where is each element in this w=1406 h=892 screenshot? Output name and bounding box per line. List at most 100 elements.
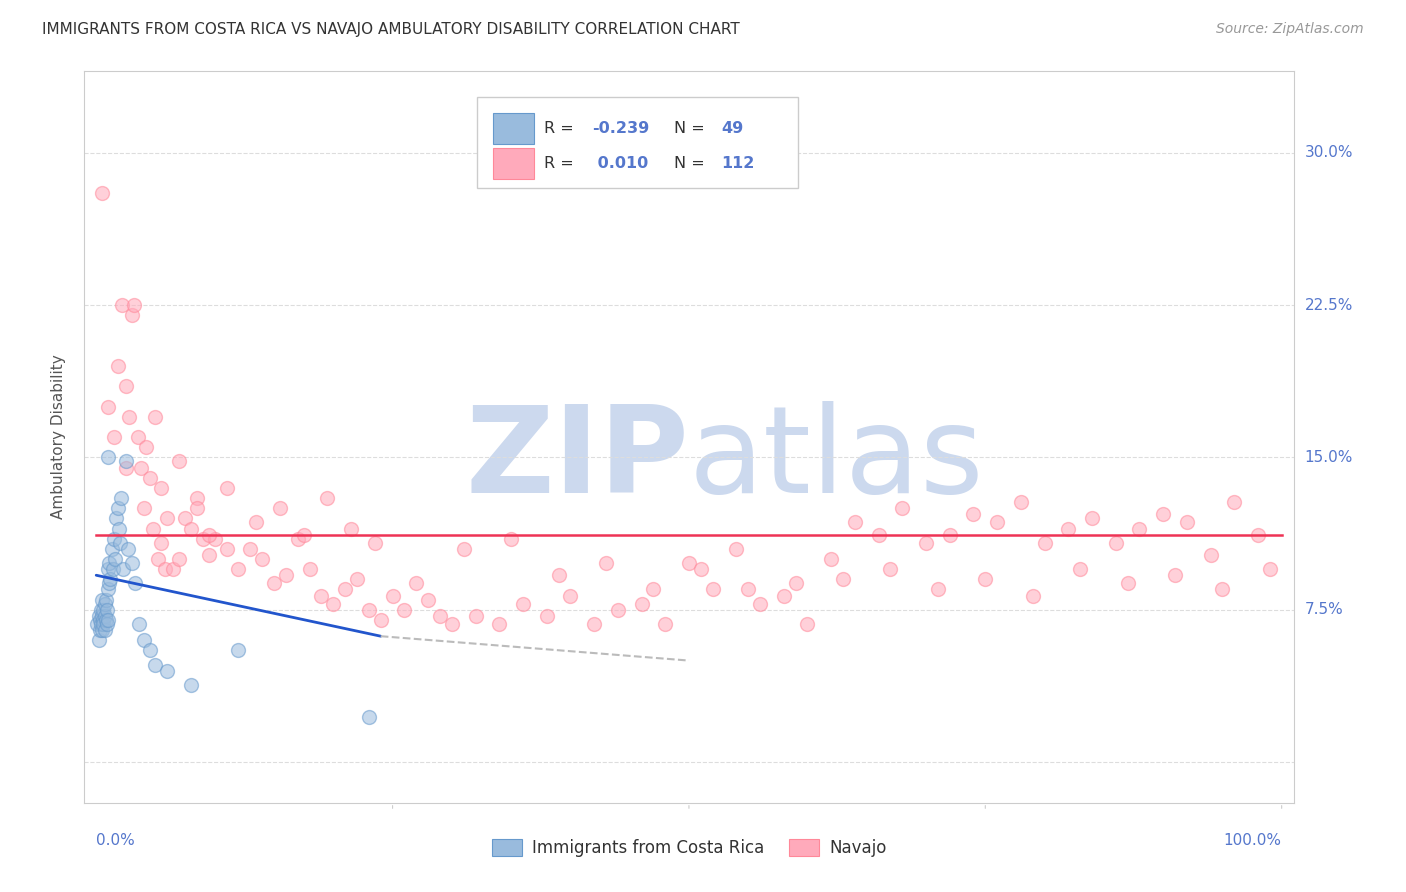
Point <box>156 511 179 525</box>
Text: -0.239: -0.239 <box>592 121 650 136</box>
Text: R =: R = <box>544 156 579 171</box>
Point <box>90 603 112 617</box>
Point <box>512 597 534 611</box>
Point <box>128 617 150 632</box>
Text: 30.0%: 30.0% <box>1305 145 1353 161</box>
Point <box>93 608 115 623</box>
Point <box>292 527 315 541</box>
Point <box>103 430 125 444</box>
Point <box>263 576 285 591</box>
Point <box>1164 568 1187 582</box>
Text: 22.5%: 22.5% <box>1305 298 1353 312</box>
Point <box>370 613 392 627</box>
Point <box>101 562 124 576</box>
Text: 15.0%: 15.0% <box>1305 450 1353 465</box>
Point <box>1211 582 1233 597</box>
Point <box>180 521 202 535</box>
Point <box>91 623 114 637</box>
Point <box>1258 562 1281 576</box>
Point <box>381 589 404 603</box>
Point <box>820 552 842 566</box>
Point <box>464 608 486 623</box>
Point <box>488 617 510 632</box>
Point <box>501 532 523 546</box>
Point <box>87 608 110 623</box>
Point <box>180 678 202 692</box>
Point <box>689 562 711 576</box>
Point <box>654 617 676 632</box>
FancyBboxPatch shape <box>494 148 534 179</box>
Point <box>239 541 262 556</box>
Point <box>124 576 146 591</box>
Point <box>122 298 145 312</box>
Point <box>145 409 167 424</box>
Point <box>96 603 118 617</box>
Point <box>107 359 129 373</box>
Point <box>87 633 110 648</box>
Point <box>974 572 997 586</box>
Text: ZIP: ZIP <box>465 401 689 517</box>
Text: N =: N = <box>675 121 710 136</box>
Point <box>844 516 866 530</box>
Point <box>186 501 208 516</box>
Point <box>1247 527 1270 541</box>
Point <box>938 527 960 541</box>
Text: 49: 49 <box>721 121 744 136</box>
Point <box>104 552 127 566</box>
Point <box>108 535 131 549</box>
Point <box>107 521 129 535</box>
Point <box>204 532 226 546</box>
Point <box>868 527 890 541</box>
Point <box>346 572 368 586</box>
Point <box>725 541 748 556</box>
Point <box>98 556 121 570</box>
Point <box>91 617 114 632</box>
Point <box>1105 535 1128 549</box>
Text: 7.5%: 7.5% <box>1305 602 1343 617</box>
Point <box>1057 521 1080 535</box>
Point <box>91 603 114 617</box>
Point <box>103 532 125 546</box>
Point <box>311 589 333 603</box>
Point <box>879 562 901 576</box>
Point <box>364 535 387 549</box>
Point <box>595 556 617 570</box>
Point <box>340 521 363 535</box>
Point <box>167 454 190 468</box>
Point <box>91 613 114 627</box>
Point <box>112 562 135 576</box>
Point <box>145 657 167 672</box>
Point <box>274 568 297 582</box>
Point <box>121 308 143 322</box>
Point <box>333 582 356 597</box>
Point <box>643 582 665 597</box>
Point <box>583 617 606 632</box>
Point <box>117 541 139 556</box>
Point <box>560 589 582 603</box>
Point <box>89 623 111 637</box>
Point <box>89 613 111 627</box>
Point <box>962 508 984 522</box>
Point <box>150 481 173 495</box>
Text: 0.0%: 0.0% <box>96 833 135 848</box>
Text: atlas: atlas <box>689 401 984 517</box>
Point <box>785 576 807 591</box>
Point <box>796 617 818 632</box>
Point <box>100 572 122 586</box>
Point <box>93 597 115 611</box>
Point <box>115 454 138 468</box>
Point <box>250 552 273 566</box>
Point <box>174 511 197 525</box>
Point <box>94 592 117 607</box>
Point <box>1033 535 1056 549</box>
Point <box>129 460 152 475</box>
Point <box>107 501 129 516</box>
Point <box>97 582 120 597</box>
Point <box>357 710 380 724</box>
Point <box>394 603 416 617</box>
Point <box>405 576 427 591</box>
Legend: Immigrants from Costa Rica, Navajo: Immigrants from Costa Rica, Navajo <box>485 832 893 864</box>
Point <box>915 535 938 549</box>
Point <box>111 298 134 312</box>
Text: IMMIGRANTS FROM COSTA RICA VS NAVAJO AMBULATORY DISABILITY CORRELATION CHART: IMMIGRANTS FROM COSTA RICA VS NAVAJO AMB… <box>42 22 740 37</box>
